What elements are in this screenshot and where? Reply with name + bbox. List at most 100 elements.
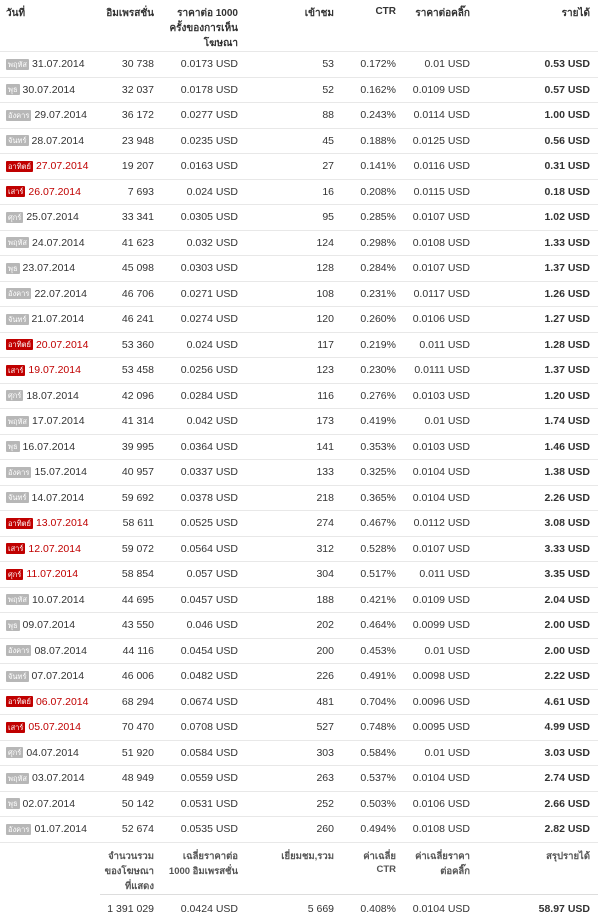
- cell-impressions: 41 623: [121, 236, 154, 249]
- table-row: พุธ 09.07.2014 43 550 0.046 USD 202 0.464% 0.0…: [0, 612, 598, 639]
- day-badge: ศุกร์: [6, 390, 24, 402]
- cell-ctr: 0.260%: [360, 313, 396, 326]
- cell-earnings: 0.18 USD: [544, 185, 590, 198]
- cell-impressions: 48 949: [121, 772, 154, 785]
- totals-row: 1 391 029 0.0424 USD 5 669 0.408% 0.0104…: [0, 893, 598, 924]
- total-cpc: 0.0104 USD: [400, 893, 474, 924]
- day-badge: อาทิตย์: [6, 696, 33, 708]
- header-views[interactable]: เข้าชม: [304, 8, 334, 19]
- table-row: เสาร์ 12.07.2014 59 072 0.0564 USD 312 0.528%…: [0, 536, 598, 562]
- cell-views: 16: [322, 185, 334, 198]
- date-text: 21.07.2014: [31, 313, 85, 326]
- day-badge: เสาร์: [6, 721, 26, 733]
- cell-cpm: 0.0235 USD: [180, 134, 238, 147]
- cell-date: พฤหัส 24.07.2014: [0, 230, 100, 256]
- header-date[interactable]: วันที่: [6, 8, 26, 19]
- cell-views: 27: [322, 160, 334, 173]
- header-cpm[interactable]: ราคาต่อ 1000 ครั้งของการเห็นโฆษณา: [169, 8, 238, 49]
- cell-views: 252: [316, 797, 334, 810]
- cell-cpm: 0.0163 USD: [180, 160, 238, 173]
- cell-earnings: 2.26 USD: [544, 491, 590, 504]
- table-row: พุธ 02.07.2014 50 142 0.0531 USD 252 0.503% 0.…: [0, 791, 598, 817]
- cell-date: อังคาร 15.07.2014: [0, 460, 100, 486]
- cell-impressions: 43 550: [121, 619, 154, 632]
- header-earnings[interactable]: รายได้: [561, 8, 590, 19]
- day-badge: อังคาร: [6, 466, 32, 478]
- total-earnings: 58.97 USD: [474, 893, 598, 924]
- cell-views: 45: [322, 134, 334, 147]
- cell-impressions: 44 116: [122, 644, 154, 657]
- cell-impressions: 41 314: [121, 415, 154, 428]
- cell-earnings: 2.00 USD: [544, 619, 590, 632]
- day-badge: อังคาร: [6, 645, 32, 657]
- cell-ctr: 0.537%: [360, 772, 396, 785]
- cell-cpc: 0.0109 USD: [412, 83, 470, 96]
- table-row: ศุกร์ 11.07.2014 58 854 0.057 USD 304 0.517% 0…: [0, 561, 598, 588]
- day-badge: พฤหัส: [6, 594, 30, 606]
- cell-earnings: 1.26 USD: [544, 287, 590, 300]
- cell-impressions: 7 693: [127, 185, 154, 198]
- table-row: จันทร์ 28.07.2014 23 948 0.0235 USD 45 0.188%…: [0, 128, 598, 154]
- day-badge: พฤหัส: [6, 237, 30, 249]
- table-row: อังคาร 22.07.2014 46 706 0.0271 USD 108 0.231…: [0, 281, 598, 307]
- cell-cpc: 0.01 USD: [424, 644, 470, 657]
- cell-impressions: 51 920: [121, 746, 154, 759]
- day-badge: พุธ: [6, 84, 20, 96]
- cell-impressions: 68 294: [121, 695, 154, 708]
- table-row: อังคาร 15.07.2014 40 957 0.0337 USD 133 0.325…: [0, 459, 598, 486]
- cell-cpm: 0.0271 USD: [180, 287, 238, 300]
- cell-cpm: 0.032 USD: [186, 236, 238, 249]
- cell-earnings: 4.61 USD: [544, 695, 590, 708]
- cell-ctr: 0.528%: [360, 542, 396, 555]
- cell-views: 527: [316, 721, 334, 734]
- table-row: พุธ 30.07.2014 32 037 0.0178 USD 52 0.162% 0.0…: [0, 77, 598, 103]
- cell-cpm: 0.0178 USD: [180, 83, 238, 96]
- cell-cpm: 0.0303 USD: [180, 262, 238, 275]
- cell-date: ศุกร์ 25.07.2014: [0, 205, 100, 231]
- table-row: พฤหัส 10.07.2014 44 695 0.0457 USD 188 0.421%…: [0, 587, 598, 613]
- header-ctr[interactable]: CTR: [375, 6, 396, 17]
- cell-cpm: 0.0482 USD: [180, 670, 238, 683]
- date-text: 29.07.2014: [34, 109, 87, 122]
- cell-views: 304: [316, 568, 334, 581]
- cell-cpc: 0.0106 USD: [412, 797, 470, 810]
- cell-cpm: 0.0525 USD: [180, 517, 238, 530]
- cell-views: 274: [316, 517, 334, 530]
- cell-date: อังคาร 01.07.2014: [0, 817, 100, 843]
- cell-ctr: 0.285%: [360, 211, 396, 224]
- date-text: 27.07.2014: [35, 160, 89, 173]
- header-cpc[interactable]: ราคาต่อคลิ๊ก: [415, 8, 470, 19]
- cell-cpc: 0.0095 USD: [412, 721, 470, 734]
- cell-ctr: 0.353%: [360, 440, 396, 453]
- cell-date: พุธ 16.07.2014: [0, 434, 100, 460]
- date-text: 01.07.2014: [34, 823, 87, 836]
- cell-ctr: 0.230%: [360, 364, 396, 377]
- date-text: 25.07.2014: [26, 211, 79, 224]
- table-row: เสาร์ 19.07.2014 53 458 0.0256 USD 123 0.230%…: [0, 357, 598, 384]
- cell-date: พฤหัส 17.07.2014: [0, 409, 100, 435]
- cell-cpm: 0.0274 USD: [180, 313, 238, 326]
- date-text: 22.07.2014: [34, 287, 87, 300]
- cell-earnings: 1.37 USD: [544, 262, 590, 275]
- cell-views: 226: [316, 670, 334, 683]
- cell-date: ศุกร์ 11.07.2014: [0, 562, 100, 588]
- totals-label-earnings: สรุปรายได้: [546, 850, 590, 862]
- cell-cpm: 0.0378 USD: [180, 491, 238, 504]
- cell-cpm: 0.0173 USD: [180, 58, 238, 71]
- cell-views: 188: [316, 593, 334, 606]
- cell-cpm: 0.0531 USD: [180, 797, 238, 810]
- cell-cpm: 0.042 USD: [186, 415, 238, 428]
- cell-views: 200: [316, 644, 334, 657]
- totals-label-ctr: ค่าเฉลี่ย CTR: [363, 850, 396, 875]
- header-impressions[interactable]: อิมเพรสชั่น: [106, 8, 154, 19]
- cell-earnings: 1.28 USD: [544, 338, 590, 351]
- cell-date: จันทร์ 28.07.2014: [0, 128, 100, 154]
- cell-cpc: 0.01 USD: [424, 58, 470, 71]
- day-badge: เสาร์: [6, 543, 26, 555]
- cell-earnings: 1.74 USD: [544, 415, 590, 428]
- cell-date: ศุกร์ 04.07.2014: [0, 740, 100, 766]
- cell-cpm: 0.024 USD: [186, 185, 238, 198]
- cell-ctr: 0.503%: [360, 797, 396, 810]
- cell-impressions: 46 006: [121, 670, 154, 683]
